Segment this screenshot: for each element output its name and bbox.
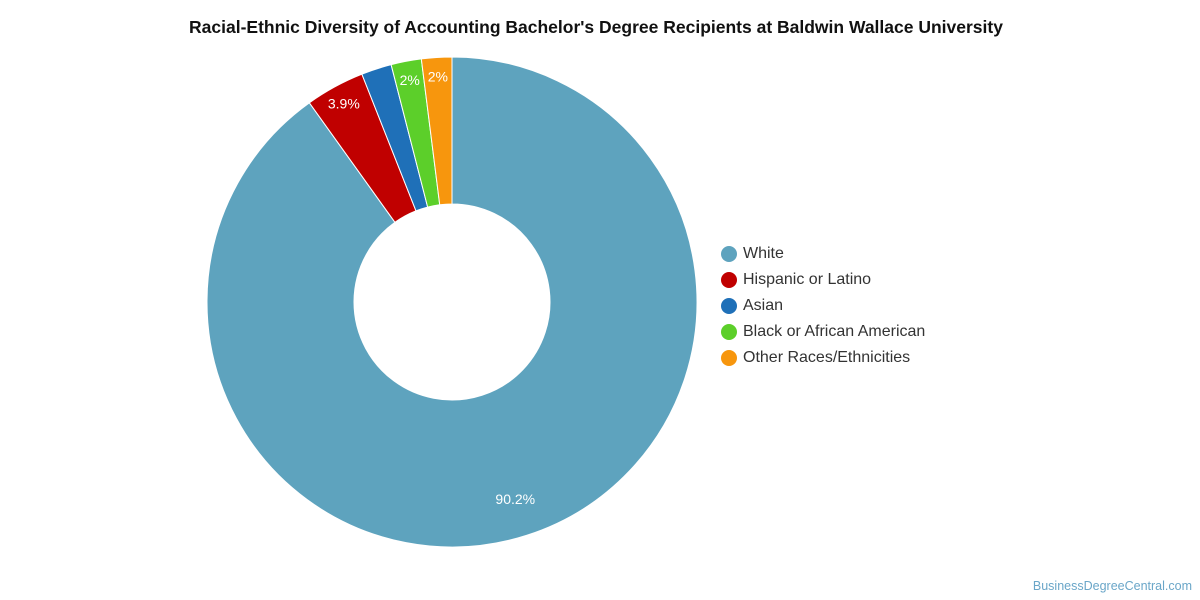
legend-item[interactable]: Black or African American: [721, 319, 925, 345]
legend-label: Hispanic or Latino: [743, 271, 872, 288]
legend-item[interactable]: White: [721, 241, 925, 267]
donut-slice-labels: 90.2% 3.9% 2% 2%: [328, 68, 535, 507]
slice-label: 90.2%: [495, 491, 535, 507]
chart-legend: White Hispanic or Latino Asian Black or Afr…: [721, 241, 925, 371]
legend-label: Black or African American: [743, 323, 926, 340]
slice-label: 3.9%: [328, 96, 360, 112]
legend-swatch: [721, 246, 737, 262]
legend-label: Asian: [743, 297, 784, 314]
slice-label: 2%: [400, 72, 420, 88]
slice-other-races-ethnicities[interactable]: [420, 56, 453, 206]
legend-swatch: [721, 272, 737, 288]
legend-label: Other Races/Ethnicities: [743, 349, 911, 366]
chart-title: Racial-Ethnic Diversity of Accounting Ba…: [189, 17, 1003, 37]
donut-slices: [206, 56, 698, 548]
slice-white[interactable]: [206, 56, 698, 548]
legend-item[interactable]: Asian: [721, 293, 925, 319]
slice-label: 2%: [428, 68, 448, 84]
watermark[interactable]: BusinessDegreeCentral.com: [1032, 579, 1192, 593]
legend-swatch: [721, 350, 737, 366]
legend-swatch: [721, 324, 737, 340]
legend-swatch: [721, 298, 737, 314]
legend-item[interactable]: Other Races/Ethnicities: [721, 345, 925, 371]
legend-label: White: [743, 245, 784, 262]
legend-item[interactable]: Hispanic or Latino: [721, 267, 925, 293]
